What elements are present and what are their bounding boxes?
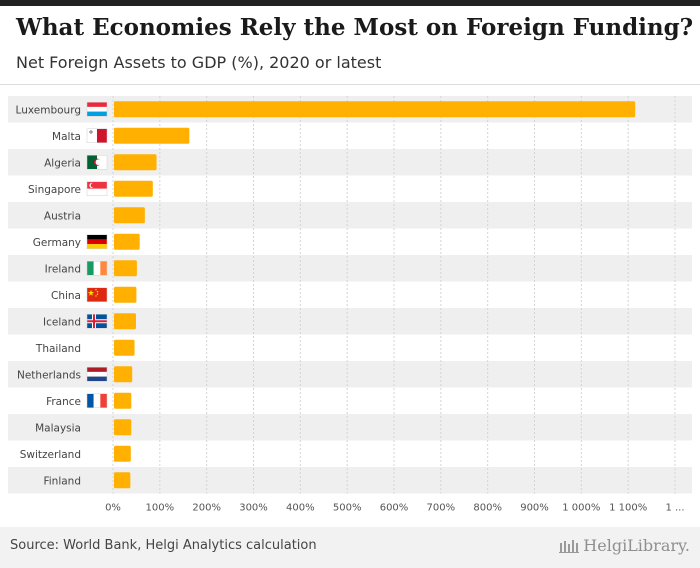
category-labels: Luxembourg Malta Algeria Singapore Austria Ge… <box>16 104 81 487</box>
header-divider <box>0 84 700 85</box>
x-tick-label: 1 000% <box>562 503 600 514</box>
china-flag-icon <box>86 287 108 302</box>
row-stripes <box>8 96 692 494</box>
x-tick-label: 800% <box>473 503 502 514</box>
top-accent-bar <box>0 0 700 6</box>
x-tick-label: 600% <box>380 503 409 514</box>
x-tick-label: 400% <box>286 503 315 514</box>
brand-name: HelgiLibrary. <box>583 536 690 555</box>
bar-thailand <box>114 339 135 356</box>
x-tick-label: 200% <box>192 503 221 514</box>
bar-iceland <box>114 313 136 330</box>
category-label: Algeria <box>44 157 81 169</box>
x-tick-label: 100% <box>146 503 175 514</box>
bar-germany <box>114 233 140 250</box>
bar-chart: Luxembourg Malta Algeria Singapore Austria Ge… <box>8 96 692 514</box>
category-label: China <box>51 290 81 302</box>
bar-singapore <box>114 180 153 197</box>
bar-finland <box>114 472 131 489</box>
x-tick-label: 0% <box>105 503 121 514</box>
category-label: Malta <box>52 131 81 143</box>
category-label: Germany <box>33 237 81 249</box>
x-tick-label: 900% <box>520 503 549 514</box>
category-label: Thailand <box>35 343 81 355</box>
category-label: Ireland <box>45 263 81 275</box>
malta-flag-icon <box>86 128 108 143</box>
category-label: Netherlands <box>17 369 81 381</box>
category-label: Iceland <box>43 316 81 328</box>
source-note: Source: World Bank, Helgi Analytics calc… <box>10 538 317 553</box>
bar-switzerland <box>114 445 131 462</box>
chart-title: What Economies Rely the Most on Foreign … <box>16 14 694 41</box>
bar-malaysia <box>114 419 132 436</box>
bar-austria <box>114 207 145 224</box>
france-flag-icon <box>86 393 108 408</box>
singapore-flag-icon <box>86 181 108 196</box>
row-stripe <box>8 361 692 388</box>
row-stripe <box>8 255 692 282</box>
bar-china <box>114 286 137 303</box>
bar-ireland <box>114 260 137 277</box>
bar-malta <box>114 127 190 144</box>
category-label: France <box>46 396 81 408</box>
algeria-flag-icon <box>86 155 108 170</box>
row-stripe <box>8 467 692 494</box>
category-label: Malaysia <box>35 422 81 434</box>
x-tick-labels: 0% 100% 200% 300% 400% 500% 600% 700% 800% 900% 1 … <box>105 503 684 514</box>
germany-flag-icon <box>86 234 108 249</box>
footer: Source: World Bank, Helgi Analytics calc… <box>0 527 700 568</box>
x-tick-label: 1 100% <box>609 503 647 514</box>
x-tick-label: 1 ... <box>665 503 684 514</box>
category-label: Switzerland <box>20 449 81 461</box>
bar-france <box>114 392 132 409</box>
category-label: Finland <box>43 475 81 487</box>
iceland-flag-icon <box>86 314 108 329</box>
row-stripe <box>8 202 692 229</box>
bar-netherlands <box>114 366 133 383</box>
library-icon <box>559 540 580 553</box>
netherlands-flag-icon <box>86 367 108 382</box>
row-stripe <box>8 149 692 176</box>
luxembourg-flag-icon <box>86 102 108 117</box>
bar-algeria <box>114 154 157 171</box>
ireland-flag-icon <box>86 261 108 276</box>
bars <box>114 101 636 489</box>
x-tick-label: 300% <box>239 503 268 514</box>
category-label: Singapore <box>28 184 81 196</box>
category-label: Austria <box>44 210 81 222</box>
chart-subtitle: Net Foreign Assets to GDP (%), 2020 or l… <box>16 53 382 72</box>
x-tick-label: 700% <box>427 503 456 514</box>
row-stripe <box>8 308 692 335</box>
category-label: Luxembourg <box>16 104 81 116</box>
x-tick-label: 500% <box>333 503 362 514</box>
flag-icons <box>86 102 108 408</box>
brand-logo: HelgiLibrary. <box>559 536 690 555</box>
row-stripe <box>8 414 692 441</box>
bar-luxembourg <box>114 101 636 118</box>
